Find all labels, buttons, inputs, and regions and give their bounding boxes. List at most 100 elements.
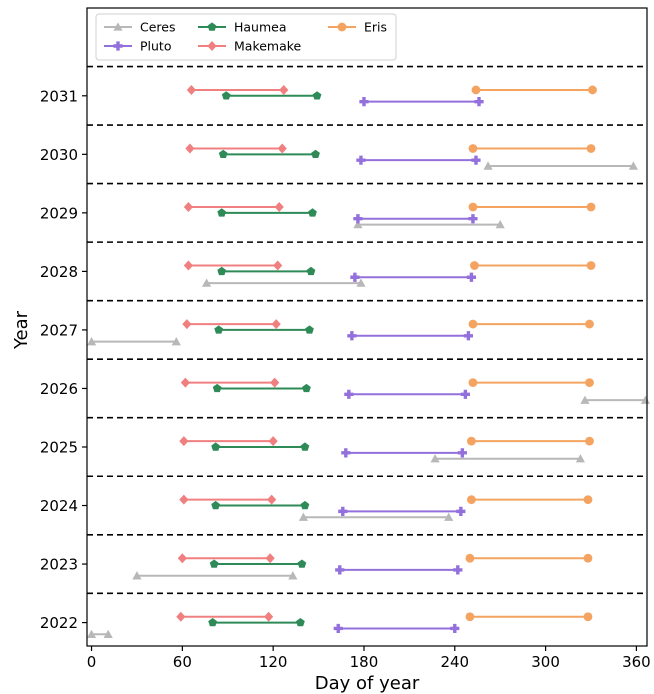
data-point xyxy=(308,208,317,217)
x-tick-label: 180 xyxy=(350,653,379,671)
data-point xyxy=(311,149,320,159)
data-point xyxy=(586,261,596,270)
data-point xyxy=(103,629,113,638)
data-point xyxy=(341,448,351,458)
data-point xyxy=(471,85,481,95)
data-point xyxy=(586,144,596,153)
data-point xyxy=(185,143,195,154)
data-point xyxy=(335,565,345,575)
data-point xyxy=(183,202,194,213)
legend: Ceres Pluto Haumea Makemake Eris xyxy=(95,13,397,61)
data-point xyxy=(583,612,593,622)
data-point xyxy=(179,494,189,505)
data-point xyxy=(211,442,221,451)
legend-label: Ceres xyxy=(140,20,176,35)
y-tick-label: 2030 xyxy=(40,146,78,164)
data-point xyxy=(575,454,586,463)
data-point xyxy=(583,495,593,505)
data-point xyxy=(483,161,493,170)
data-point xyxy=(277,143,287,154)
series-pluto xyxy=(333,97,484,634)
data-point xyxy=(460,389,470,399)
data-point xyxy=(465,612,475,622)
series-eris xyxy=(465,85,597,622)
data-point xyxy=(430,454,440,463)
data-point xyxy=(264,611,274,622)
data-point xyxy=(302,383,311,393)
legend-item-ceres: Ceres xyxy=(104,20,176,35)
x-tick-label: 0 xyxy=(87,653,97,671)
data-point xyxy=(344,389,354,399)
legend-label: Makemake xyxy=(234,39,302,54)
legend-marker xyxy=(337,22,347,32)
data-point xyxy=(463,331,474,341)
legend-item-makemake: Makemake xyxy=(198,39,302,54)
data-point xyxy=(585,436,594,446)
data-point xyxy=(585,319,594,329)
legend-marker xyxy=(207,41,217,51)
data-point xyxy=(182,319,192,330)
data-point xyxy=(176,611,186,622)
data-point xyxy=(468,202,478,212)
y-axis-label: Year xyxy=(11,310,32,350)
data-point xyxy=(468,319,478,329)
data-point xyxy=(217,208,227,217)
y-tick-label: 2029 xyxy=(40,204,78,222)
data-point xyxy=(86,337,97,346)
data-point xyxy=(201,278,212,287)
data-point xyxy=(221,91,231,100)
y-tick-label: 2023 xyxy=(40,556,78,574)
data-point xyxy=(279,84,289,95)
data-point xyxy=(186,84,197,95)
y-tick-label: 2024 xyxy=(40,497,78,515)
y-tick-label: 2027 xyxy=(40,321,78,339)
y-tick-label: 2022 xyxy=(40,614,78,632)
legend-label: Pluto xyxy=(140,39,171,54)
x-tick-label: 300 xyxy=(531,653,560,671)
data-point xyxy=(214,325,224,334)
data-point xyxy=(180,377,190,388)
data-point xyxy=(267,494,277,505)
legend-marker xyxy=(207,22,217,31)
data-point xyxy=(306,266,316,276)
data-point xyxy=(212,383,222,393)
legend-label: Eris xyxy=(364,20,387,35)
data-point xyxy=(356,155,366,165)
data-point xyxy=(583,553,593,563)
data-point xyxy=(466,272,477,282)
data-point xyxy=(288,571,298,580)
data-point xyxy=(211,500,221,510)
data-point xyxy=(312,91,322,100)
data-point xyxy=(300,500,310,510)
y-axis: 2022 2023 2024 2025 2026 2027 2028 2029 2030 2031 xyxy=(40,87,87,632)
data-point xyxy=(218,149,228,159)
data-point xyxy=(467,495,476,505)
data-point xyxy=(274,202,284,213)
data-point xyxy=(300,442,310,451)
x-tick-label: 240 xyxy=(440,653,469,671)
data-point xyxy=(353,214,363,224)
data-point xyxy=(273,260,283,271)
plot-frame xyxy=(86,7,648,647)
legend-marker xyxy=(113,22,123,31)
legend-label: Haumea xyxy=(234,20,287,35)
data-point xyxy=(456,506,466,516)
data-point xyxy=(179,436,189,447)
data-point xyxy=(468,144,478,153)
data-point xyxy=(132,571,142,580)
data-point xyxy=(465,553,475,563)
series-makemake xyxy=(176,84,289,622)
data-point xyxy=(171,337,181,346)
data-point xyxy=(208,617,217,627)
data-point xyxy=(350,272,360,282)
data-point xyxy=(588,85,597,95)
data-point xyxy=(444,512,454,521)
data-point xyxy=(495,219,505,229)
data-point xyxy=(347,331,357,341)
data-point xyxy=(585,378,594,388)
data-point xyxy=(450,623,460,634)
data-point xyxy=(628,161,638,170)
data-point xyxy=(453,565,463,575)
x-axis: 0 60 120 180 240 300 360 xyxy=(87,646,651,671)
x-tick-label: 120 xyxy=(259,653,288,671)
